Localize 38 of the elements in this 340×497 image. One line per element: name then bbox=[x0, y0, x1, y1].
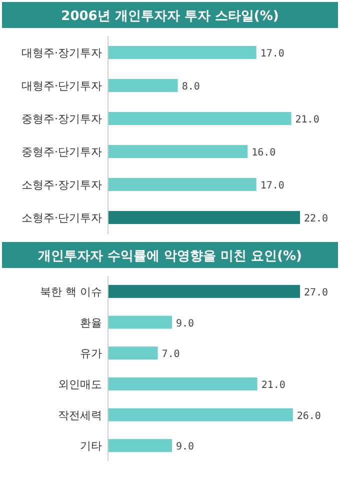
data-label: 27.0 bbox=[304, 287, 328, 298]
bar bbox=[108, 346, 158, 360]
y-tick-label: 기타 bbox=[80, 440, 102, 453]
bar bbox=[108, 178, 256, 191]
data-label: 21.0 bbox=[261, 380, 286, 391]
bar bbox=[108, 145, 248, 158]
y-tick-label: 소형주·단기투자 bbox=[22, 212, 102, 224]
y-tick-label: 대형주·장기투자 bbox=[22, 46, 102, 60]
data-label: 22.0 bbox=[304, 214, 328, 224]
y-tick-label: 외인매도 bbox=[58, 378, 102, 391]
bar bbox=[108, 79, 178, 92]
data-label: 8.0 bbox=[182, 82, 200, 92]
bar bbox=[108, 316, 172, 329]
y-tick-label: 유가 bbox=[80, 347, 102, 360]
data-label: 26.0 bbox=[296, 410, 321, 422]
data-label: 9.0 bbox=[176, 318, 194, 330]
bar bbox=[108, 439, 172, 452]
data-label: 7.0 bbox=[162, 349, 180, 360]
data-label: 16.0 bbox=[252, 148, 276, 158]
y-tick-label: 작전세력 bbox=[58, 408, 102, 422]
data-label: 21.0 bbox=[295, 114, 320, 126]
bar bbox=[108, 284, 300, 298]
bar bbox=[108, 112, 292, 125]
bar bbox=[108, 408, 293, 422]
y-tick-label: 대형주·단기투자 bbox=[22, 80, 102, 92]
y-tick-label: 북한 핵 이슈 bbox=[40, 285, 102, 298]
bar bbox=[108, 46, 256, 59]
y-tick-label: 중형주·단기투자 bbox=[22, 146, 102, 158]
bar bbox=[108, 377, 258, 390]
data-label: 17.0 bbox=[260, 180, 284, 192]
bar bbox=[108, 211, 300, 224]
y-tick-label: 소형주·장기투자 bbox=[22, 178, 102, 192]
y-tick-label: 환율 bbox=[80, 316, 102, 330]
chart-title: 2006년 개인투자자 투자 스타일(%) bbox=[61, 9, 279, 24]
chart-title: 개인투자자 수익률에 악영향을 미친 요인(%) bbox=[38, 249, 302, 264]
y-tick-label: 중형주·장기투자 bbox=[22, 112, 102, 126]
data-label: 9.0 bbox=[176, 442, 194, 453]
data-label: 17.0 bbox=[260, 48, 284, 60]
